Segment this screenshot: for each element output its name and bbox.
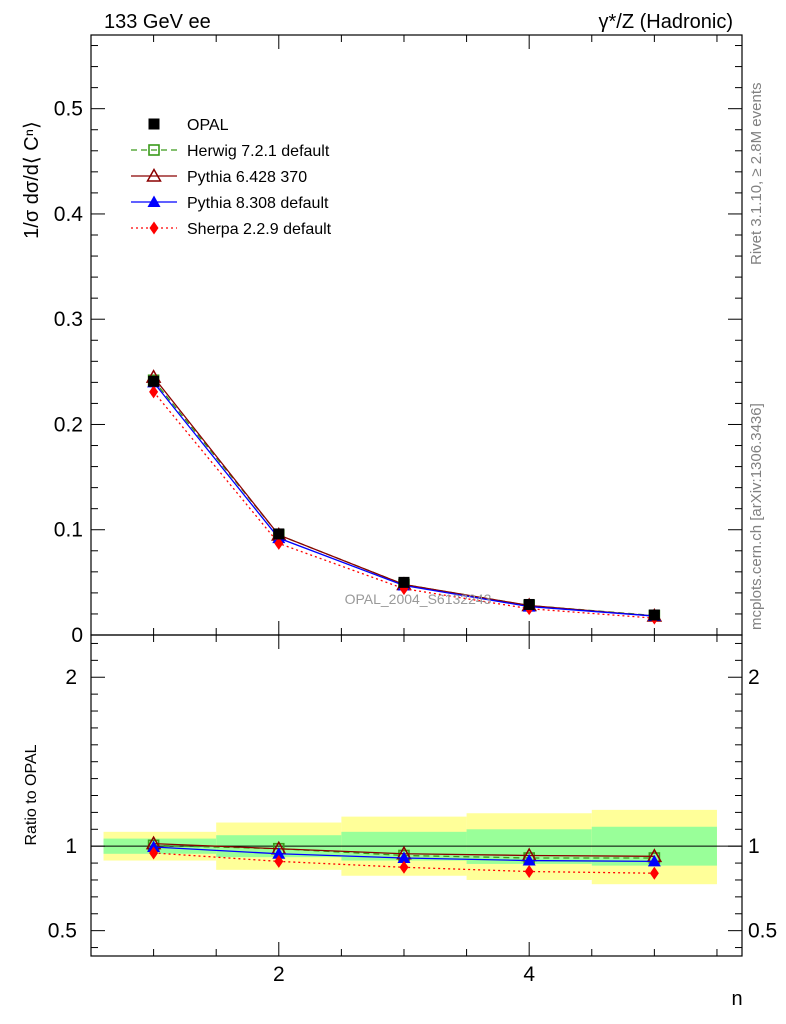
- ratio-plot-frame: [90, 634, 743, 957]
- main-data-point-opal: [273, 528, 285, 540]
- x-axis-label: n: [731, 988, 742, 1010]
- x-tick-label: 2: [273, 963, 285, 986]
- legend-entry-pythia-6-428-370: Pythia 6.428 370: [187, 169, 307, 186]
- legend-entry-herwig-7-2-1-default: Herwig 7.2.1 default: [187, 143, 330, 160]
- mcplots-label: mcplots.cern.ch [arXiv:1306.3436]: [748, 403, 765, 630]
- x-tick-label: 4: [523, 963, 535, 986]
- ratio-data-point-sherpa-2-2-9-default: [399, 860, 409, 874]
- rivet-version-label: Rivet 3.1.10, ≥ 2.8M events: [748, 83, 765, 266]
- main-panel: 0 0.1 0.2 0.3 0.4 0.5 1/σ dσ/d⟨ Cⁿ⟩: [21, 34, 743, 647]
- ratio-data-point-pythia-8-308-default: [647, 854, 661, 867]
- ratio-panel: 2 4 0.5 0.5 1 1 2 2 Ratio to OPAL n: [23, 634, 777, 1010]
- ratio-y-tick-label: 0.5: [48, 920, 77, 943]
- ratio-y-tick-label: 2: [65, 666, 77, 689]
- ratio-data-point-sherpa-2-2-9-default: [274, 854, 284, 868]
- ratio-data-point-pythia-8-308-default: [272, 847, 286, 859]
- ratio-y-axis-label: Ratio to OPAL: [23, 744, 40, 845]
- legend-marker-pythia-6-428-370: [146, 167, 162, 182]
- analysis-watermark: OPAL_2004_S6132243: [345, 591, 492, 607]
- legend-entry-opal: OPAL: [187, 117, 229, 134]
- ratio-y-tick-label-right: 2: [748, 666, 760, 689]
- ratio-data-point-sherpa-2-2-9-default: [649, 866, 659, 880]
- main-y-tick-label: 0.5: [54, 98, 83, 121]
- main-y-tick-label: 0.1: [54, 519, 83, 542]
- legend-marker-pythia-8-308-default: [147, 195, 161, 207]
- main-data-point-sherpa-2-2-9-default: [274, 536, 284, 550]
- main-y-tick-label: 0.3: [54, 308, 83, 331]
- main-y-tick-label: 0: [71, 624, 83, 647]
- main-y-axis-label: 1/σ dσ/d⟨ Cⁿ⟩: [21, 121, 43, 239]
- main-data-point-opal: [648, 609, 660, 621]
- main-data-point-opal: [148, 375, 160, 387]
- ratio-data-point-sherpa-2-2-9-default: [149, 846, 159, 860]
- legend-marker-sherpa-2-2-9-default: [149, 221, 159, 235]
- ratio-data-point-pythia-8-308-default: [147, 840, 161, 853]
- ratio-data-point-sherpa-2-2-9-default: [524, 865, 534, 879]
- main-data-point-sherpa-2-2-9-default: [149, 385, 159, 399]
- ratio-y-tick-label-right: 0.5: [748, 920, 777, 943]
- header-right: γ*/Z (Hadronic): [599, 11, 733, 33]
- main-data-point-opal: [398, 576, 410, 588]
- legend-entry-sherpa-2-2-9-default: Sherpa 2.2.9 default: [187, 221, 332, 238]
- legend: OPAL Herwig 7.2.1 default Pythia 6.428 370…: [131, 117, 332, 238]
- main-y-tick-label: 0.2: [54, 413, 83, 436]
- header-left: 133 GeV ee: [104, 11, 211, 33]
- main-series-line-sherpa-2-2-9-default: [153, 391, 655, 619]
- ratio-y-tick-label: 1: [65, 835, 77, 858]
- main-y-tick-label: 0.4: [54, 203, 84, 226]
- ratio-data-point-pythia-8-308-default: [522, 854, 536, 866]
- ratio-data-point-pythia-8-308-default: [397, 851, 411, 864]
- ratio-y-tick-label-right: 1: [748, 835, 760, 858]
- legend-marker-opal: [148, 118, 160, 130]
- main-data-point-opal: [523, 598, 535, 610]
- legend-entry-pythia-8-308-default: Pythia 8.308 default: [187, 195, 329, 212]
- legend-marker-herwig-7-2-1-default: [148, 144, 160, 156]
